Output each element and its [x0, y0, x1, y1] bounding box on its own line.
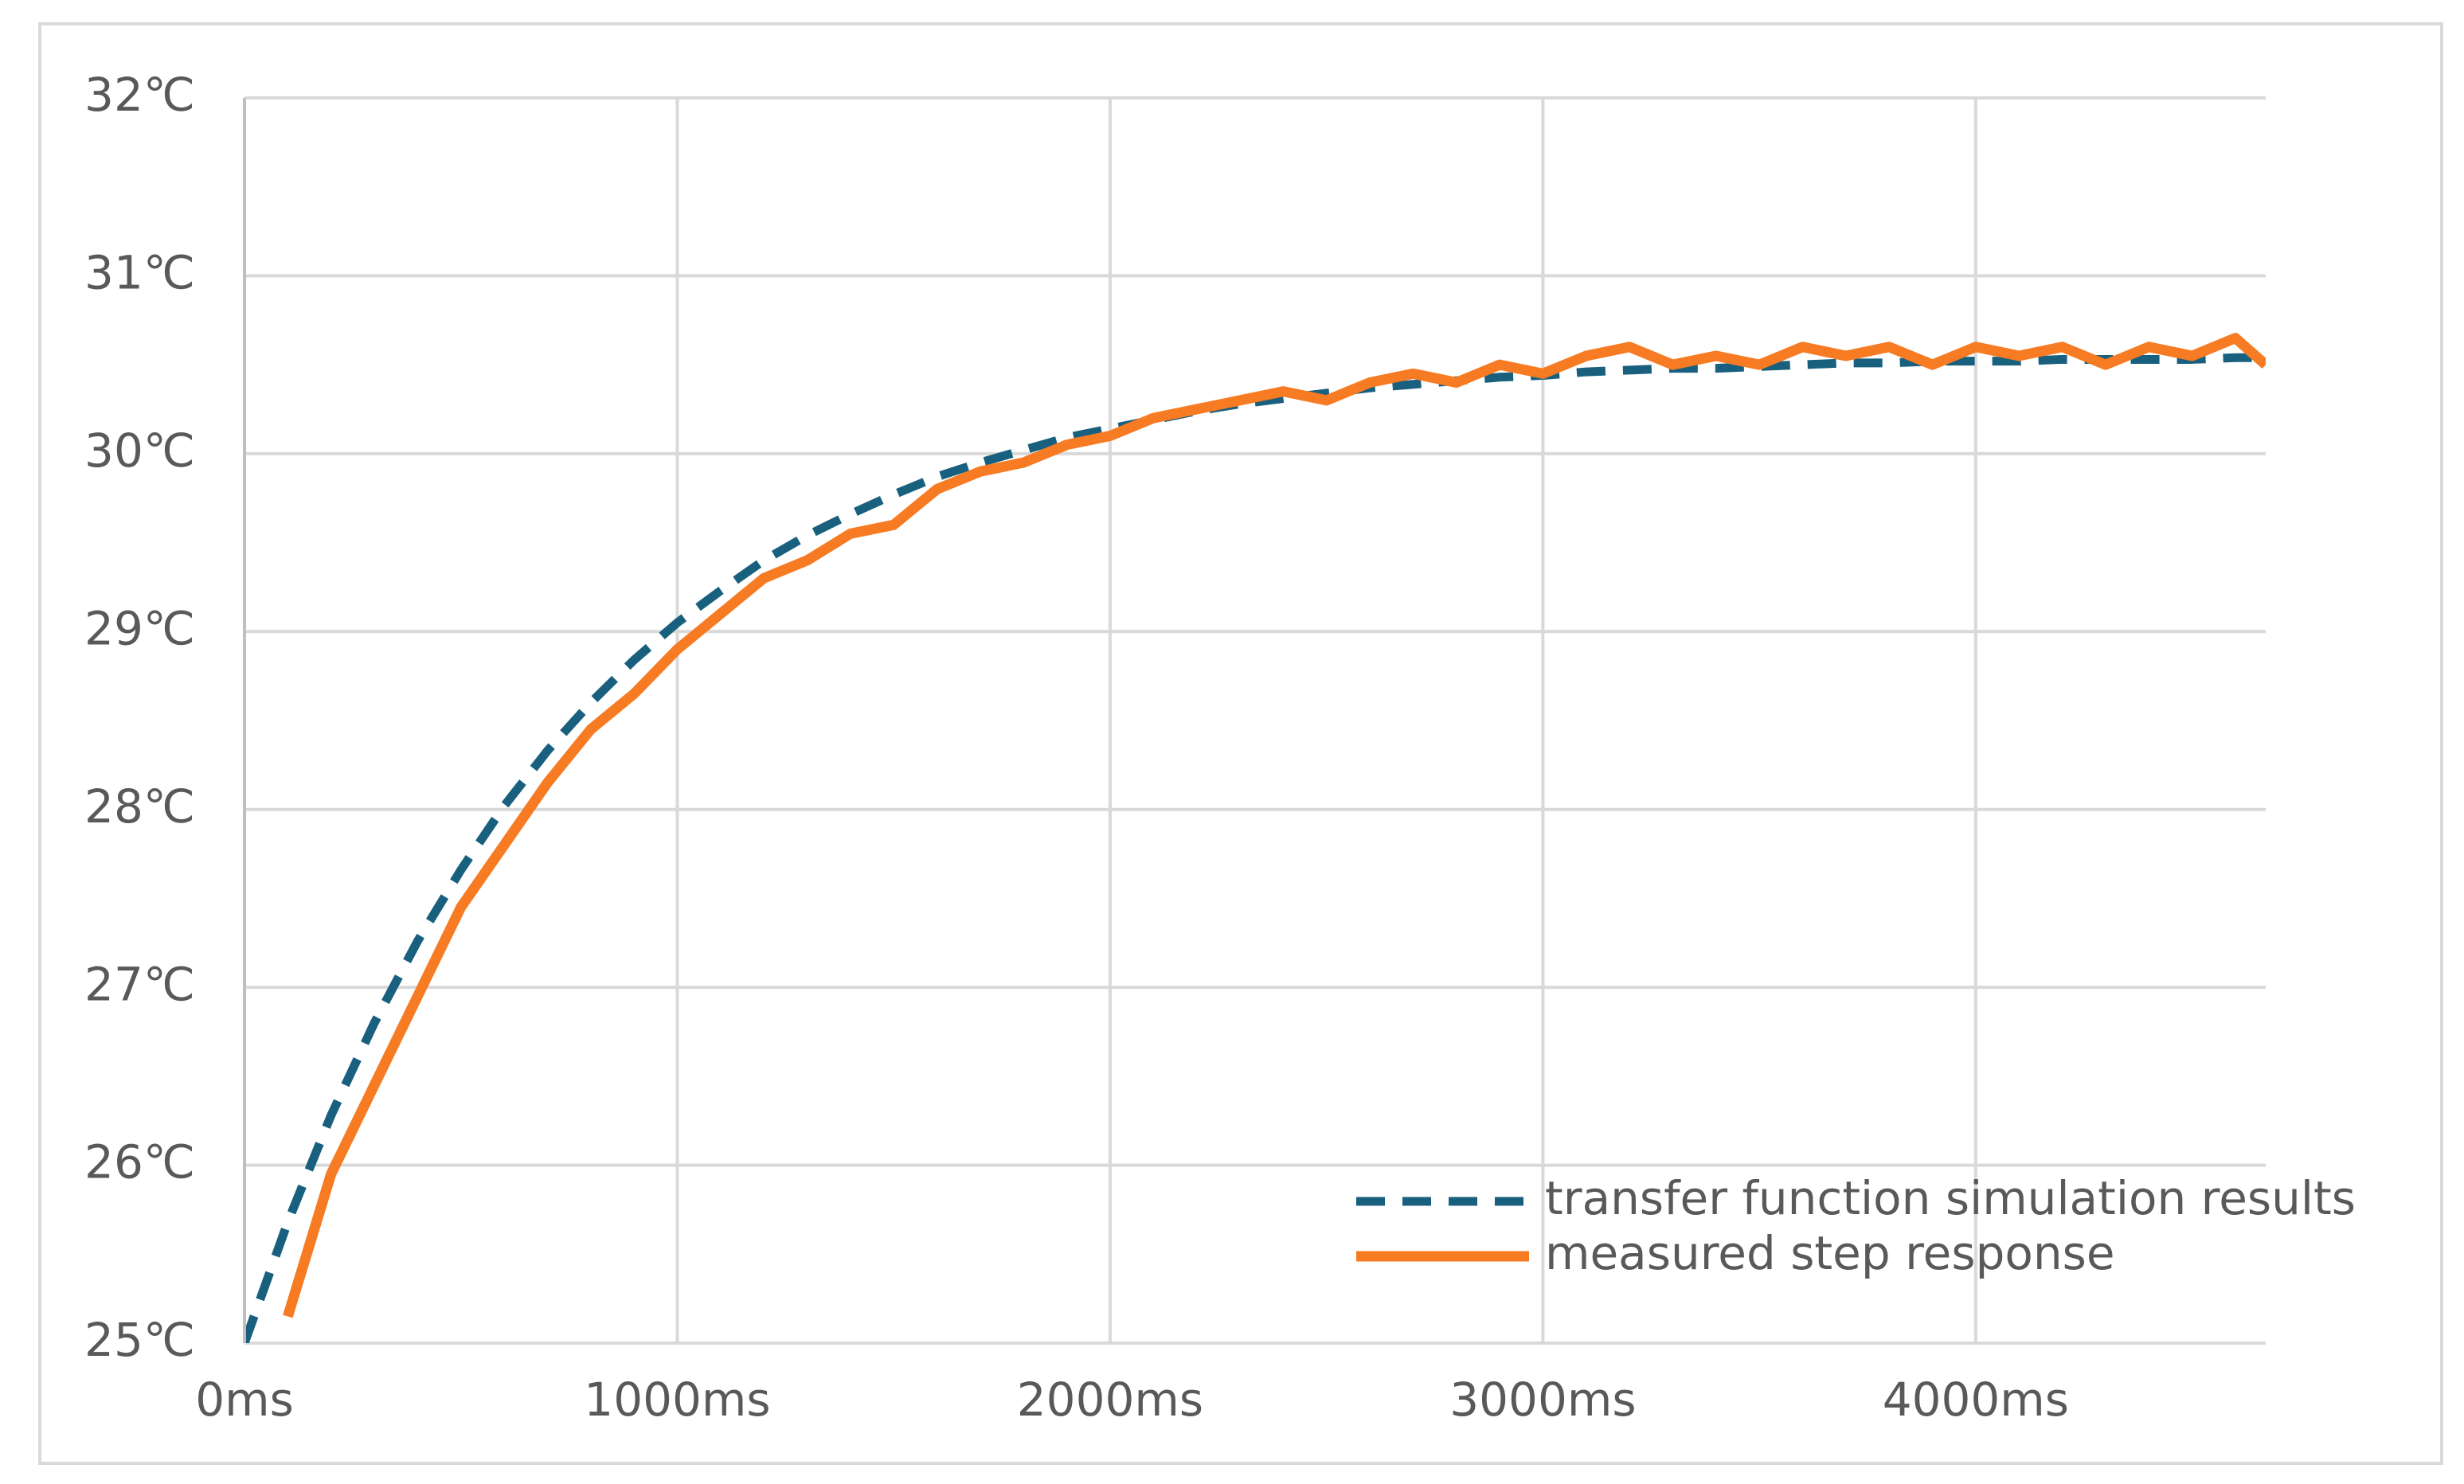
- y-tick-label: 31℃: [84, 246, 195, 300]
- x-tick-label: 0ms: [195, 1373, 294, 1427]
- x-tick-label: 4000ms: [1883, 1373, 2069, 1427]
- legend-label: transfer function simulation results: [1545, 1171, 2356, 1225]
- x-tick-label: 1000ms: [584, 1373, 770, 1427]
- series-line: [283, 333, 2266, 1318]
- legend-label: measured step response: [1545, 1226, 2115, 1280]
- x-tick-label: 2000ms: [1017, 1373, 1203, 1427]
- y-tick-label: 25℃: [84, 1313, 195, 1367]
- series-line: [244, 353, 2266, 1343]
- y-tick-label: 29℃: [84, 601, 195, 655]
- y-tick-label: 27℃: [84, 957, 195, 1011]
- y-tick-label: 28℃: [84, 779, 195, 834]
- chart-border: [38, 22, 2443, 1465]
- y-tick-label: 26℃: [84, 1135, 195, 1189]
- y-tick-label: 30℃: [84, 424, 195, 478]
- x-tick-label: 3000ms: [1449, 1373, 1636, 1427]
- y-tick-label: 32℃: [84, 68, 195, 122]
